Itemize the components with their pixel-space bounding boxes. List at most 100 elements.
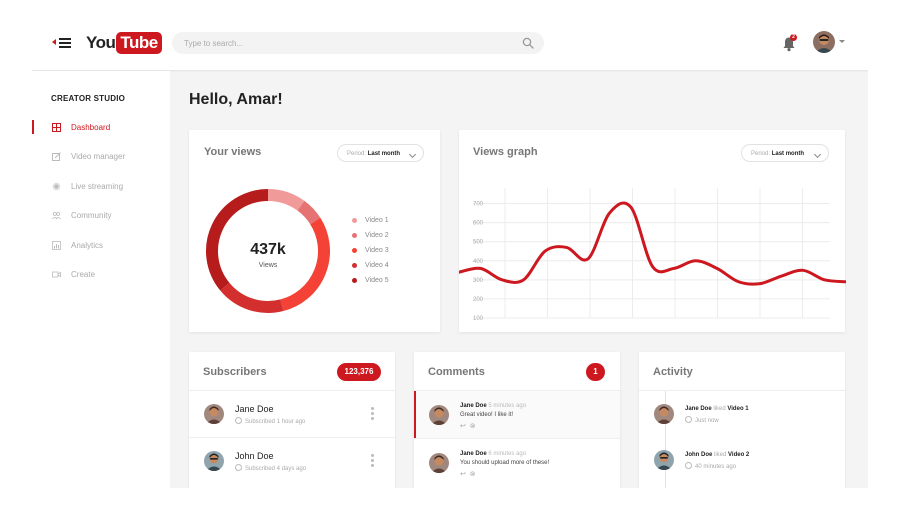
- comments-card-title: Comments: [428, 366, 485, 378]
- search-bar: [172, 32, 544, 54]
- chevron-down-icon: [813, 150, 822, 159]
- avatar: [429, 453, 449, 473]
- subscribers-count-badge: 123,376: [337, 363, 381, 381]
- subscribers-card-title: Subscribers: [203, 366, 267, 378]
- sidebar-item-label: Live streaming: [71, 182, 124, 191]
- activity-card-title: Activity: [653, 366, 693, 378]
- y-tick-label: 500: [473, 240, 484, 246]
- views-graph-card: Views graph Period: Last month 100 200 300…: [459, 130, 846, 332]
- clock-icon: [685, 462, 692, 469]
- avatar: [204, 451, 224, 471]
- sidebar-item-create[interactable]: Create: [32, 267, 170, 283]
- sidebar-item-dashboard[interactable]: Dashboard: [32, 120, 170, 136]
- legend-item: Video 2: [352, 231, 389, 246]
- comments-count-badge: 1: [586, 363, 605, 381]
- sidebar-item-label: Video manager: [71, 152, 126, 161]
- sidebar-title: CREATOR STUDIO: [51, 94, 126, 103]
- chevron-down-icon: [408, 150, 417, 159]
- unread-indicator: [414, 391, 416, 438]
- activity-card: Activity Jane Doe liked Video 1 Just now…: [639, 352, 845, 488]
- subscriber-row[interactable]: Jane Doe Subscribed 1 hour ago: [189, 390, 395, 437]
- subscribers-card: Subscribers 123,376 Jane Doe Subscribed …: [189, 352, 395, 488]
- activity-text: Jane Doe liked Video 1: [685, 406, 749, 412]
- donut-total-label: Views: [259, 262, 278, 269]
- active-indicator: [32, 120, 34, 134]
- legend-item: Video 4: [352, 261, 389, 276]
- edit-icon: [52, 152, 61, 161]
- sidebar-item-community[interactable]: Community: [32, 208, 170, 224]
- sidebar-item-video-manager[interactable]: Video manager: [32, 149, 170, 165]
- sidebar-item-label: Community: [71, 211, 112, 220]
- video-camera-icon: [52, 271, 61, 278]
- reply-icon[interactable]: ↩: [460, 471, 466, 478]
- legend-item: Video 5: [352, 276, 389, 291]
- live-icon: [52, 182, 61, 191]
- sidebar: CREATOR STUDIO Dashboard Video manager L…: [32, 71, 170, 488]
- subscriber-meta: Subscribed 1 hour ago: [235, 417, 305, 425]
- sidebar-item-live-streaming[interactable]: Live streaming: [32, 179, 170, 195]
- comment-actions: ↩ ⊗: [460, 470, 476, 478]
- donut-segment-3: [280, 217, 330, 312]
- search-icon[interactable]: [522, 37, 534, 49]
- avatar: [204, 404, 224, 424]
- comment-row[interactable]: Jane Doe 5 minutes ago Great video! I li…: [414, 390, 620, 438]
- y-tick-label: 300: [473, 278, 484, 284]
- menu-toggle-icon[interactable]: [52, 37, 74, 49]
- notification-badge: 2: [790, 34, 797, 41]
- y-tick-label: 400: [473, 259, 484, 265]
- donut-segment-2: [297, 200, 321, 225]
- views-series-line: [459, 201, 846, 286]
- search-input[interactable]: [184, 32, 504, 54]
- comment-text: Great video! I like it!: [460, 412, 514, 418]
- subscriber-name[interactable]: Jane Doe: [235, 404, 274, 414]
- chevron-down-icon[interactable]: [839, 40, 845, 43]
- subscriber-name[interactable]: John Doe: [235, 451, 274, 461]
- bar-chart-icon: [52, 241, 61, 250]
- more-options-icon[interactable]: [371, 454, 374, 469]
- activity-text: John Doe liked Video 2: [685, 452, 750, 458]
- sidebar-item-analytics[interactable]: Analytics: [32, 238, 170, 254]
- comments-card: Comments 1 Jane Doe 5 minutes ago Great …: [414, 352, 620, 488]
- views-donut-chart: 437k Views: [206, 189, 330, 313]
- dashboard-icon: [52, 123, 61, 132]
- sidebar-item-label: Dashboard: [71, 123, 111, 132]
- reply-icon[interactable]: ↩: [460, 423, 466, 430]
- more-options-icon[interactable]: [371, 407, 374, 422]
- activity-row[interactable]: John Doe liked Video 2 40 minutes ago: [639, 437, 845, 483]
- activity-time: 40 minutes ago: [685, 462, 736, 470]
- legend-item: Video 1: [352, 216, 389, 231]
- comment-row[interactable]: Jane Doe 6 minutes ago You should upload…: [414, 438, 620, 486]
- activity-row[interactable]: Jane Doe liked Video 1 Just now: [639, 390, 845, 437]
- donut-total-value: 437k: [250, 241, 286, 258]
- clock-icon: [235, 464, 242, 471]
- sidebar-item-label: Analytics: [71, 241, 104, 250]
- donut-segment-4: [220, 282, 284, 313]
- people-icon: [52, 212, 61, 220]
- youtube-logo[interactable]: You Tube: [86, 32, 162, 54]
- remove-icon[interactable]: ⊗: [469, 471, 476, 478]
- comment-author: Jane Doe 6 minutes ago: [460, 451, 527, 457]
- avatar: [654, 450, 674, 470]
- timeline-line: [665, 390, 666, 488]
- donut-segment-1: [267, 189, 305, 211]
- activity-time: Just now: [685, 416, 719, 424]
- graph-card-title: Views graph: [473, 146, 538, 158]
- y-tick-label: 700: [473, 202, 484, 208]
- y-tick-label: 200: [473, 297, 484, 303]
- views-legend: Video 1 Video 2 Video 3 Video 4 Video 5: [352, 216, 389, 291]
- clock-icon: [685, 416, 692, 423]
- clock-icon: [235, 417, 242, 424]
- views-period-dropdown[interactable]: Period: Last month: [337, 144, 424, 162]
- views-line-chart: 100 200 300 400 500 600 700: [459, 188, 846, 322]
- legend-item: Video 3: [352, 246, 389, 261]
- avatar: [429, 405, 449, 425]
- avatar: [654, 404, 674, 424]
- views-card-title: Your views: [204, 146, 262, 158]
- views-card: Your views Period: Last month 437k Views…: [189, 130, 440, 332]
- subscriber-row[interactable]: John Doe Subscribed 4 days ago: [189, 437, 395, 484]
- graph-period-dropdown[interactable]: Period: Last month: [741, 144, 829, 162]
- user-avatar[interactable]: [813, 31, 835, 53]
- remove-icon[interactable]: ⊗: [469, 423, 476, 430]
